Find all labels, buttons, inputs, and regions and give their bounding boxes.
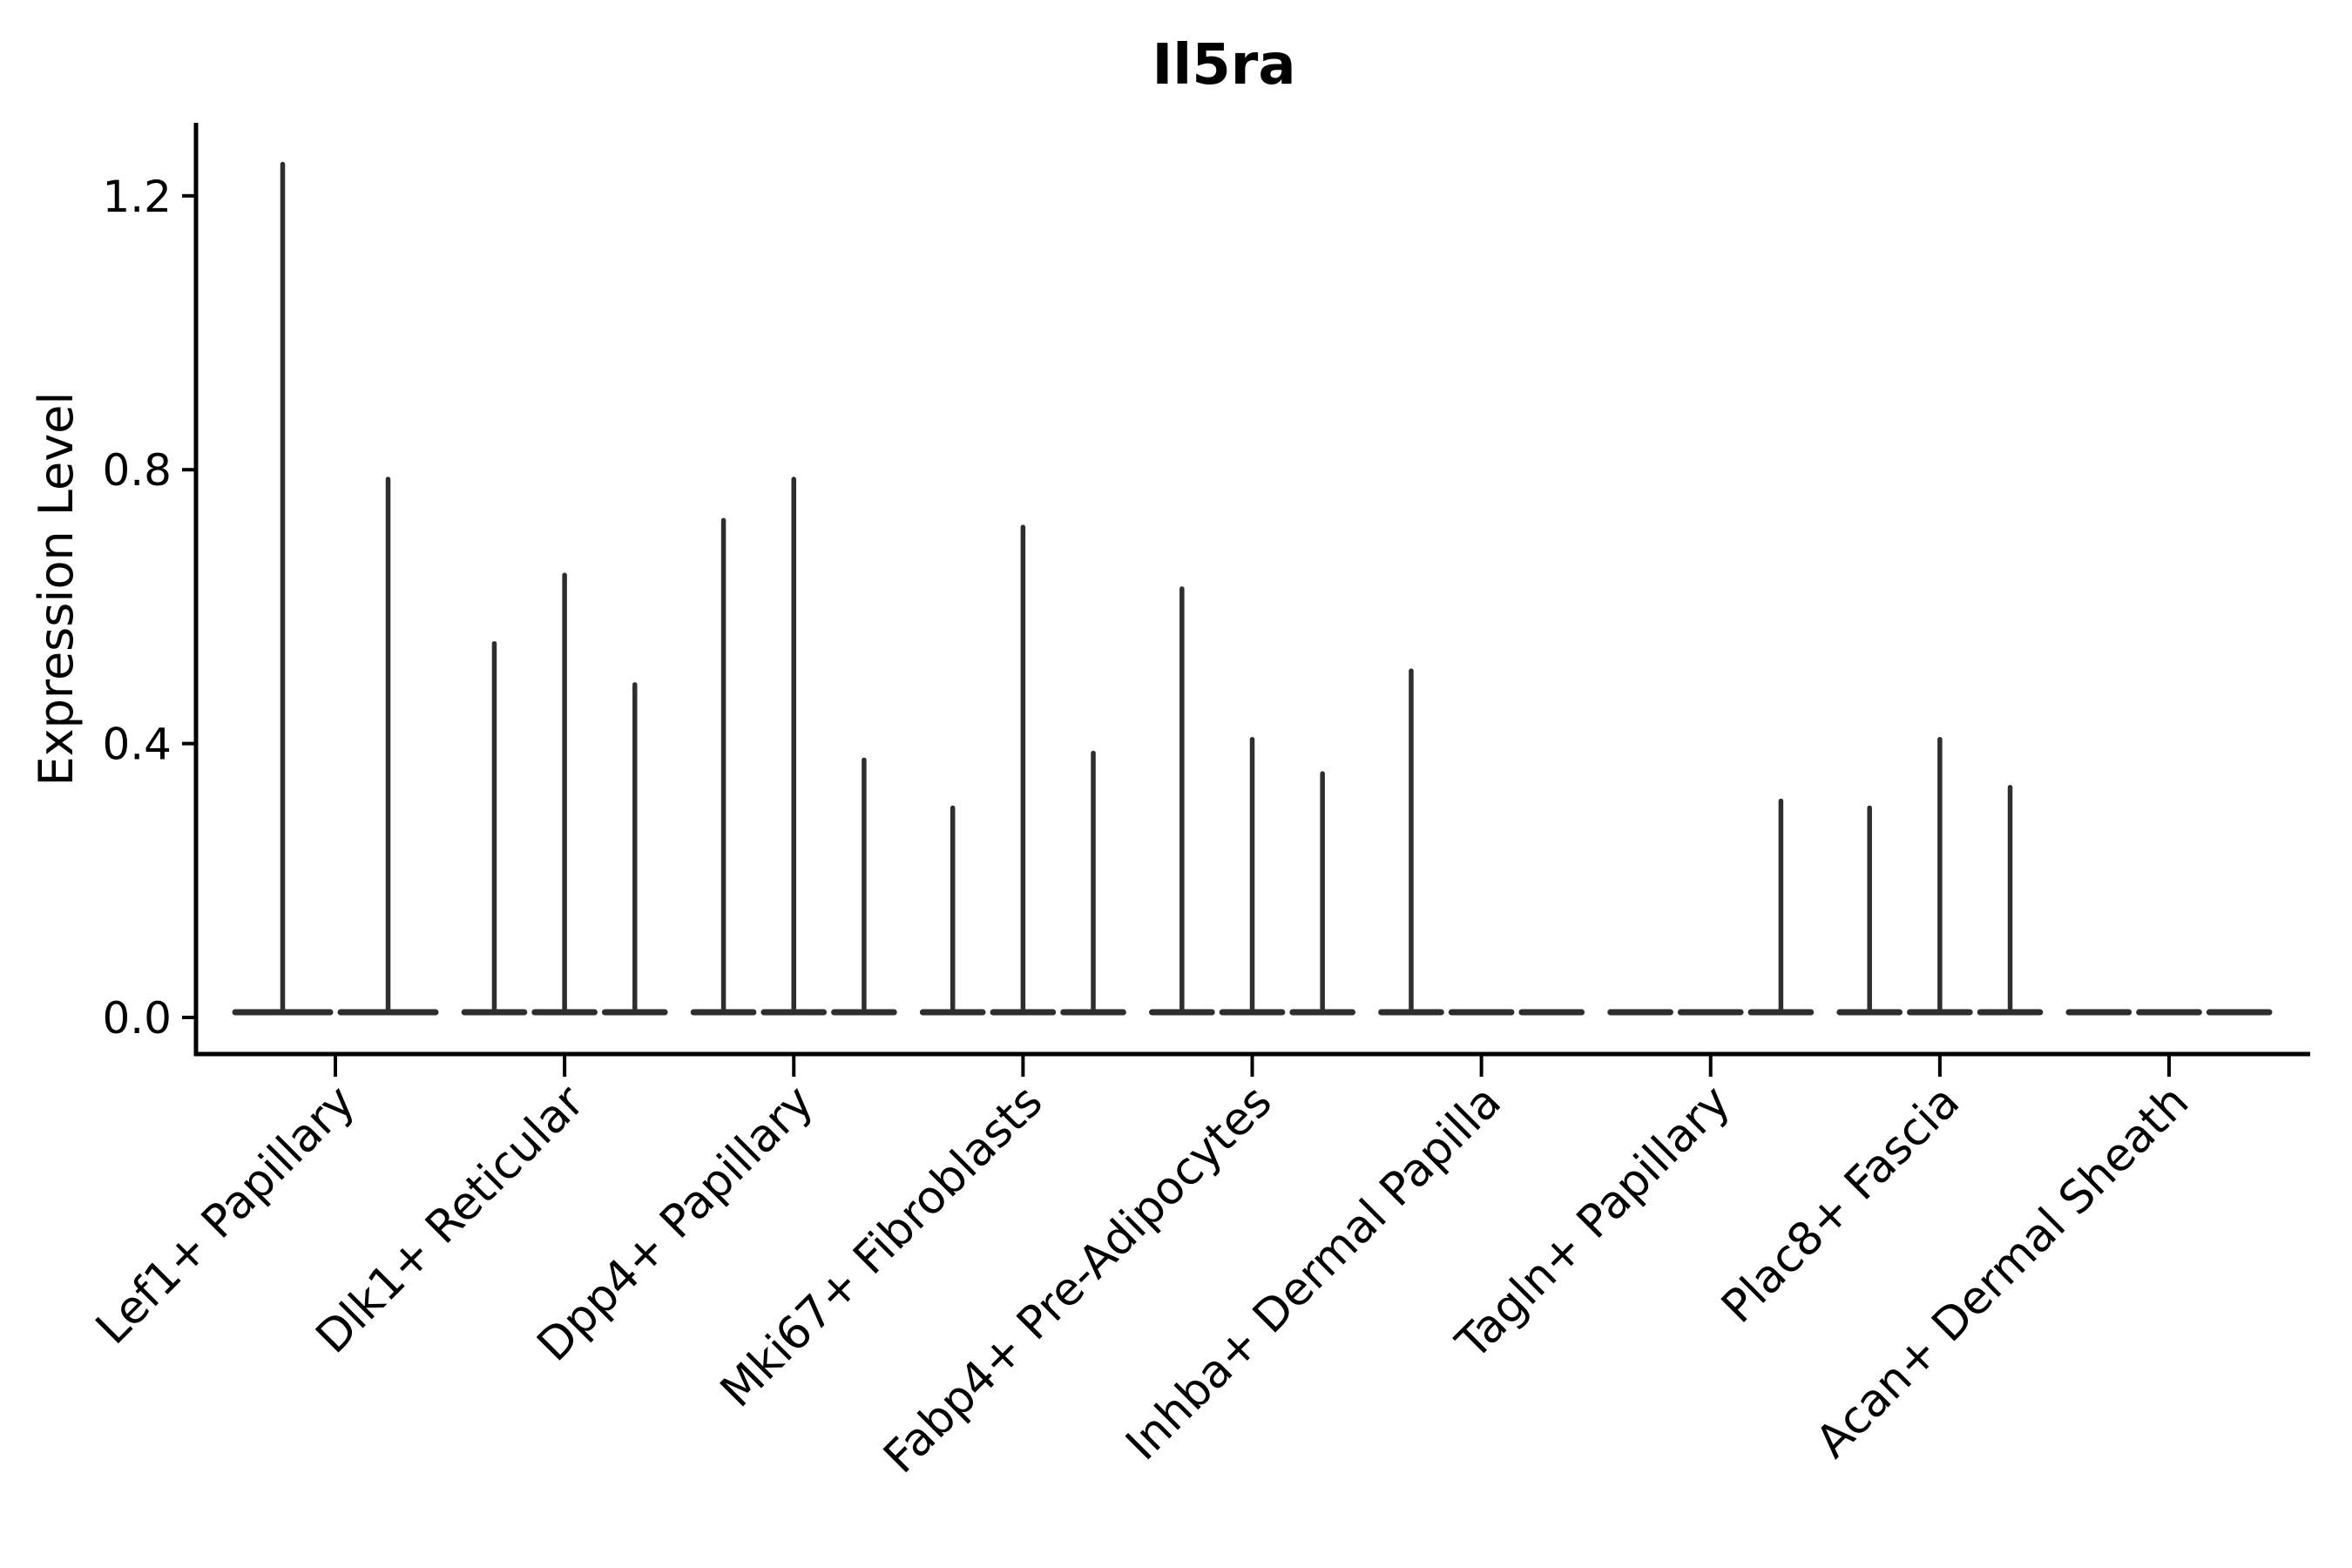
- violin-group: [232, 161, 439, 1016]
- violin-group: [1607, 798, 1815, 1016]
- x-tick-label: Plac8+ Fascia: [1712, 1076, 1970, 1334]
- violin-group: [1836, 736, 2044, 1016]
- violin-group: [690, 476, 897, 1016]
- violin-group: [461, 572, 668, 1016]
- x-tick-label: Fabp4+ Pre-Adipocytes: [874, 1076, 1281, 1484]
- violin-group: [919, 524, 1126, 1016]
- x-tick-label: Acan+ Dermal Sheath: [1807, 1076, 2200, 1469]
- x-tick-label: Inhba+ Dermal Papilla: [1116, 1076, 1511, 1470]
- violins-layer: [232, 161, 2273, 1016]
- y-axis-label: Expression Level: [29, 392, 84, 787]
- y-tick-label: 0.8: [102, 445, 172, 496]
- violin-group: [1149, 586, 1355, 1016]
- violin-group: [1378, 668, 1585, 1016]
- axes-layer: [182, 123, 2310, 1077]
- y-tick-label: 0.4: [102, 720, 172, 770]
- y-tick-label: 0.0: [102, 993, 172, 1044]
- chart-title: Il5ra: [1152, 33, 1295, 98]
- y-tick-label: 1.2: [102, 172, 172, 222]
